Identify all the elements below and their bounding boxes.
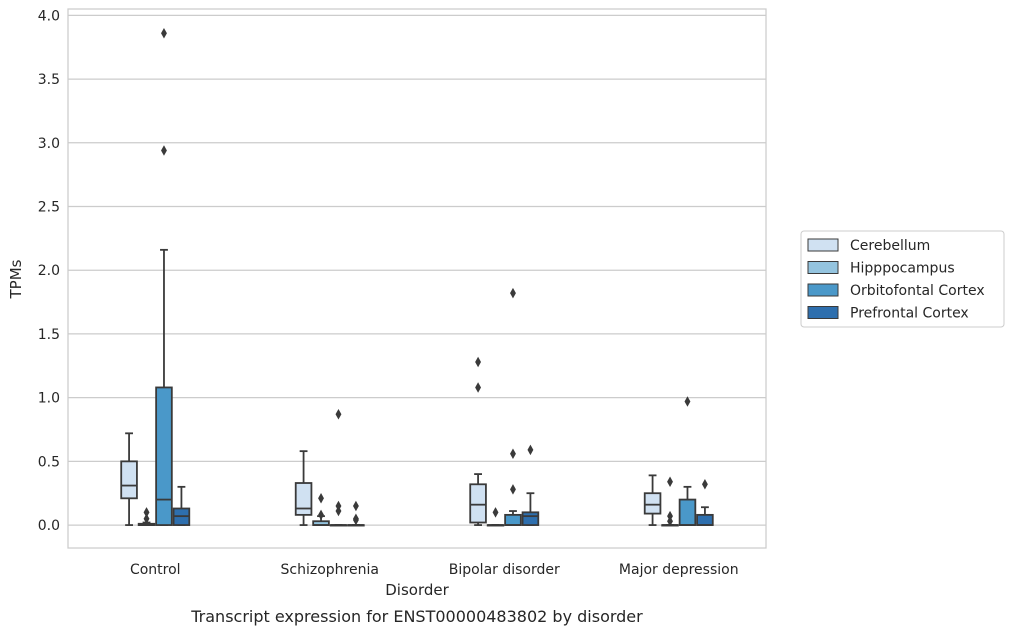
box-iqr <box>504 513 522 526</box>
box-prefrontal-cortex <box>172 485 191 526</box>
x-axis-label: Disorder <box>385 581 449 599</box>
legend-frame <box>800 230 1005 328</box>
box-prefrontal-cortex <box>696 479 714 526</box>
box-orbitofontal-cortex <box>329 408 348 527</box>
box-outlier-point <box>161 27 167 39</box>
box-prefrontal-cortex <box>347 500 365 527</box>
box-hipppocampus <box>312 493 330 526</box>
box-orbitofontal-cortex <box>155 27 173 526</box>
box-outlier-point <box>475 356 482 368</box>
box-iqr <box>521 511 540 526</box>
y-tick-label: 4.0 <box>38 8 60 24</box>
y-tick-label: 0.0 <box>38 518 60 534</box>
legend-entry-label: Prefrontal Cortex <box>850 306 969 322</box>
legend-entry-label: Hipppocampus <box>850 261 955 277</box>
y-tick-label: 1.0 <box>38 391 60 407</box>
box-cerebellum <box>643 474 662 526</box>
legend-entry-label: Orbitofontal Cortex <box>850 283 985 299</box>
box-outlier-point <box>510 287 516 299</box>
y-tick-label: 3.5 <box>38 72 60 88</box>
y-axis-label: TPMs <box>7 259 25 299</box>
box-outlier-point <box>335 408 342 420</box>
box-outlier-point <box>527 444 534 456</box>
y-tick-label: 3.0 <box>38 136 60 152</box>
legend-swatch <box>807 306 839 319</box>
legend-swatch <box>807 261 839 274</box>
box-outlier-point <box>510 484 516 495</box>
box-outlier-point <box>318 509 324 521</box>
x-tick-label: Schizophrenia <box>281 562 379 578</box>
chart-caption: Transcript expression for ENST0000048380… <box>190 607 643 626</box>
box-outlier-point <box>161 145 167 156</box>
x-tick-label: Bipolar disorder <box>449 562 560 578</box>
box-cerebellum <box>294 450 313 526</box>
legend-entry-label: Cerebellum <box>850 238 930 254</box>
box-iqr <box>294 482 313 516</box>
y-tick-label: 1.5 <box>38 327 60 343</box>
box-outlier-point <box>701 479 708 490</box>
box-outlier-point <box>684 396 691 407</box>
box-outlier-point <box>335 500 342 512</box>
legend: Cerebellum Hipppocampus Orbitofontal Corte… <box>800 230 1005 328</box>
box-hipppocampus <box>486 507 505 527</box>
box-orbitofontal-cortex <box>678 396 697 526</box>
y-tick-label: 2.5 <box>38 200 60 216</box>
box-prefrontal-cortex <box>521 444 540 526</box>
box-cerebellum <box>120 432 138 526</box>
box-outlier-point <box>352 500 359 512</box>
legend-swatch <box>807 283 839 297</box>
box-orbitofontal-cortex <box>504 287 522 526</box>
box-outlier-point <box>667 476 673 487</box>
x-tick-label: Control <box>130 562 181 578</box>
box-iqr <box>696 513 714 526</box>
box-outlier-point <box>352 513 359 524</box>
box-cerebellum <box>469 356 487 526</box>
x-axis-ticks: Control Schizophrenia Bipolar disorder Majo… <box>130 562 739 578</box>
box-hipppocampus <box>661 476 679 527</box>
box-outlier-point <box>143 507 150 518</box>
legend-swatch <box>807 238 839 252</box>
box-iqr <box>643 492 662 515</box>
box-iqr <box>678 498 697 526</box>
box-iqr <box>155 386 173 526</box>
box-outlier-point <box>510 448 516 459</box>
box-outlier-point <box>318 493 324 504</box>
plot-frame <box>67 8 767 549</box>
box-outlier-point <box>475 382 482 393</box>
box-outlier-point <box>143 513 150 524</box>
box-hipppocampus <box>137 507 156 526</box>
box-iqr <box>120 460 138 500</box>
box-iqr <box>469 483 487 524</box>
plot-background <box>68 9 766 548</box>
boxes-layer <box>120 27 714 527</box>
x-tick-label: Major depression <box>619 562 739 578</box>
y-tick-label: 2.0 <box>38 263 60 279</box>
box-outlier-point <box>667 510 673 522</box>
box-outlier-point <box>492 507 499 518</box>
y-tick-label: 0.5 <box>38 454 60 470</box>
y-axis-ticks: 0.0 0.5 1.0 1.5 2.0 2.5 3.0 3.5 4.0 <box>38 8 60 534</box>
